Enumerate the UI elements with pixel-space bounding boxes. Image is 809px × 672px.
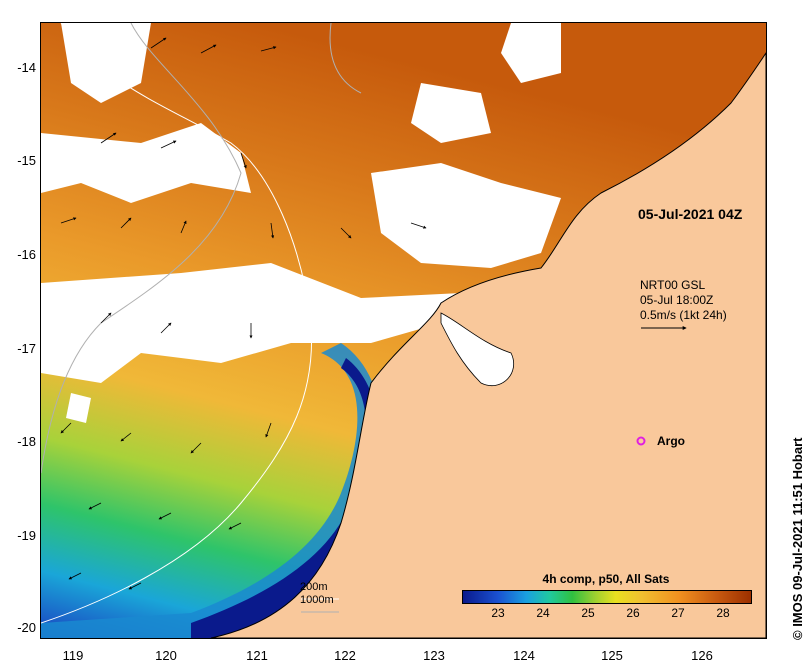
colorbar-tick: 23 [491,606,505,620]
argo-marker[interactable] [636,436,646,446]
lon-label: 126 [691,648,713,663]
contour-legend-1000m: 1000m [300,594,334,606]
lat-label: -17 [17,341,36,356]
lon-label: 123 [423,648,445,663]
colorbar-tick: 25 [581,606,595,620]
lat-label: -19 [17,528,36,543]
bathymetry-contours [41,23,362,624]
colorbar-tick: 24 [536,606,550,620]
colorbar [462,590,752,604]
lon-label: 124 [513,648,535,663]
lat-label: -18 [17,434,36,449]
lon-label: 121 [246,648,268,663]
map-canvas [41,23,766,638]
cold-core-band [191,358,377,638]
argo-label: Argo [657,434,685,448]
colorbar-title: 4h comp, p50, All Sats [542,572,670,586]
colorbar-tick: 26 [626,606,640,620]
colorbar-tick: 28 [716,606,730,620]
contour-legend-200m: 200m [300,581,328,593]
inlet-white [440,312,514,386]
current-legend-scale: 0.5m/s (1kt 24h) [640,308,727,322]
lat-label: -15 [17,153,36,168]
lat-label: -16 [17,247,36,262]
current-vectors [60,37,427,590]
colorbar-tick: 27 [671,606,685,620]
current-legend-source: NRT00 GSL [640,278,706,292]
credit-label: © IMOS 09-Jul-2021 11:51 Hobart [790,437,805,641]
map-date-label: 05-Jul-2021 04Z [638,206,743,222]
contour-legend: 200m 1000m [300,581,334,607]
current-legend: NRT00 GSL 05-Jul 18:00Z 0.5m/s (1kt 24h) [640,278,727,323]
sst-map[interactable] [40,22,767,639]
lat-label: -14 [17,60,36,75]
cold-coastal-band [41,343,382,638]
lon-label: 120 [155,648,177,663]
cloud-mask [41,23,561,423]
lat-label: -20 [17,620,36,635]
current-legend-time: 05-Jul 18:00Z [640,293,714,307]
lon-label: 119 [62,648,84,663]
lon-label: 122 [334,648,356,663]
lon-label: 125 [601,648,623,663]
